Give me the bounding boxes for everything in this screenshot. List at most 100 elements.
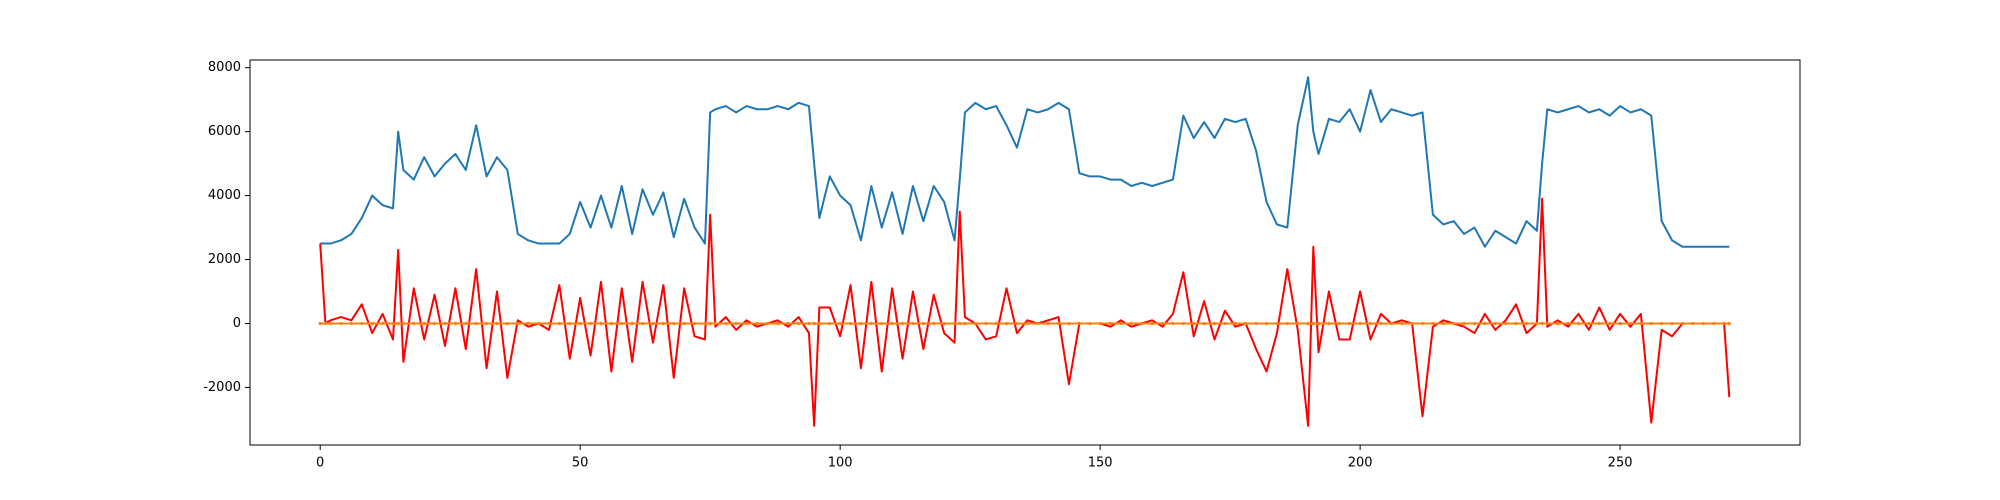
series-marker <box>921 321 925 326</box>
series-marker <box>708 321 712 326</box>
series-marker <box>1025 321 1029 326</box>
series-marker <box>323 321 327 326</box>
series-marker <box>651 321 655 326</box>
series-marker <box>1727 321 1731 326</box>
series-marker <box>464 321 468 326</box>
series-marker <box>1119 321 1123 326</box>
series-marker <box>1327 321 1331 326</box>
series-marker <box>932 321 936 326</box>
series-marker <box>1192 321 1196 326</box>
series-marker <box>958 321 962 326</box>
series-marker <box>1722 321 1726 326</box>
series-marker <box>1223 321 1227 326</box>
series-line <box>320 76 1730 248</box>
series-marker <box>817 321 821 326</box>
series-marker <box>869 321 873 326</box>
series-marker <box>1285 321 1289 326</box>
series-marker <box>1514 321 1518 326</box>
x-tick-label: 150 <box>1088 456 1113 471</box>
series-marker <box>1410 321 1414 326</box>
series-line <box>319 197 1731 427</box>
series-marker <box>984 321 988 326</box>
series-marker <box>796 321 801 326</box>
series-marker <box>318 321 322 326</box>
series-marker <box>890 321 894 326</box>
y-tick-label: -2000 <box>203 380 241 395</box>
series-marker <box>994 321 998 326</box>
series-marker <box>828 321 832 326</box>
series-marker <box>1015 321 1019 326</box>
series-marker <box>1660 321 1664 326</box>
series-marker <box>1691 321 1695 326</box>
series-marker <box>682 321 686 326</box>
series-marker <box>734 321 738 326</box>
series-marker <box>588 321 593 326</box>
series-marker <box>942 321 946 326</box>
series-marker <box>1680 321 1685 326</box>
series-marker <box>578 321 582 326</box>
y-tick-label: 2000 <box>208 252 241 267</box>
series-marker <box>474 321 478 326</box>
y-tick-label: 4000 <box>208 188 241 203</box>
series-marker <box>557 321 561 326</box>
y-tick-label: 6000 <box>208 124 241 139</box>
series-marker <box>620 321 624 326</box>
series-marker <box>1244 321 1248 326</box>
series-marker <box>900 321 905 326</box>
series-marker <box>1597 321 1601 326</box>
series-marker <box>1233 321 1237 326</box>
series-marker <box>1379 321 1383 326</box>
series-marker <box>911 321 915 326</box>
series-marker <box>640 321 645 326</box>
series-marker <box>360 321 364 326</box>
series-marker <box>1316 321 1321 326</box>
series-marker <box>859 321 863 326</box>
series-marker <box>1431 321 1435 326</box>
series-marker <box>807 321 811 326</box>
series-marker <box>422 321 426 326</box>
series-marker <box>1348 321 1352 326</box>
series-marker <box>1368 321 1373 326</box>
series-marker <box>1098 321 1102 326</box>
series-marker <box>1212 321 1217 326</box>
x-tick-label: 50 <box>572 456 589 471</box>
series-marker <box>526 321 530 326</box>
series-marker <box>568 321 572 326</box>
series-marker <box>432 321 437 326</box>
x-tick-label: 0 <box>316 456 324 471</box>
series-marker <box>1150 321 1154 326</box>
series-marker <box>1608 321 1612 326</box>
series-marker <box>812 321 816 326</box>
series-marker <box>1296 321 1300 326</box>
series-marker <box>1077 321 1081 326</box>
x-tick-label: 100 <box>828 456 853 471</box>
series-marker <box>1566 321 1570 326</box>
series-marker <box>1535 321 1539 326</box>
series-marker <box>1504 321 1508 326</box>
series-marker <box>1160 321 1165 326</box>
series-marker <box>1712 321 1716 326</box>
series-marker <box>1254 321 1258 326</box>
series-marker <box>349 321 353 326</box>
series-marker <box>1556 321 1560 326</box>
series-marker <box>973 321 977 326</box>
series-marker <box>1649 321 1653 326</box>
y-tick-label: 8000 <box>208 60 241 75</box>
series-marker <box>1462 321 1466 326</box>
series-marker <box>1108 321 1113 326</box>
series-marker <box>1202 321 1206 326</box>
series-marker <box>1036 321 1040 326</box>
series-marker <box>536 321 541 326</box>
series-marker <box>755 321 759 326</box>
series-marker <box>443 321 447 326</box>
series-marker <box>1639 321 1643 326</box>
series-marker <box>328 321 333 326</box>
series-marker <box>786 321 790 326</box>
series-marker <box>744 321 749 326</box>
series-marker <box>484 321 489 326</box>
series-marker <box>692 321 697 326</box>
x-tick-label: 250 <box>1608 456 1633 471</box>
series-marker <box>609 321 613 326</box>
